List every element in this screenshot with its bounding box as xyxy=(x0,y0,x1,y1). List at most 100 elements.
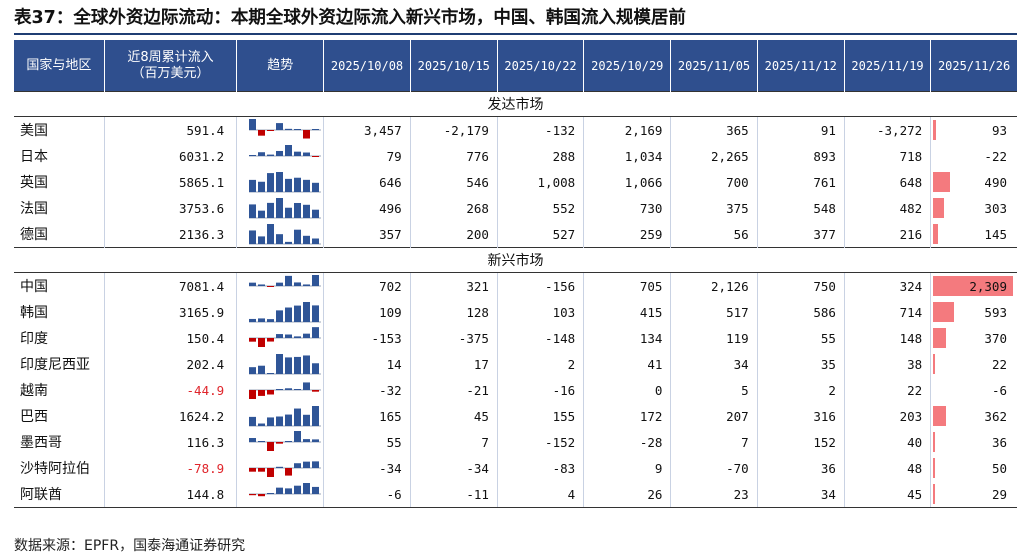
sparkline-bar xyxy=(294,336,302,338)
sparkline-bar xyxy=(258,494,266,497)
latest-week-cell: 2,309 xyxy=(931,273,1017,300)
sparkline-bar xyxy=(267,338,275,342)
region-name: 日本 xyxy=(14,143,105,169)
sparkline-bar xyxy=(276,354,284,374)
sparkline-bar xyxy=(312,156,320,157)
weekly-flow-value: 203 xyxy=(844,403,932,429)
sparkline-bar xyxy=(267,442,275,451)
sparkline-bar xyxy=(312,238,320,244)
trend-sparkline xyxy=(249,302,322,323)
table-row: 日本 6031.2 79 776 288 1,034 2,265 893 718 -22 xyxy=(14,143,1017,169)
weekly-flow-value: 34 xyxy=(757,481,845,508)
region-name: 沙特阿拉伯 xyxy=(14,455,105,481)
weekly-flow-value: 55 xyxy=(757,325,845,351)
weekly-flow-value: 3,457 xyxy=(323,116,411,143)
trend-sparkline-cell xyxy=(236,325,325,351)
latest-week-data-bar xyxy=(933,224,939,244)
sparkline-bar xyxy=(303,284,311,286)
cumulative-inflow: -78.9 xyxy=(104,455,238,481)
sparkline-bar xyxy=(276,282,284,286)
table-row: 德国 2136.3 357 200 527 259 56 377 216 145 xyxy=(14,221,1017,248)
latest-week-value: 303 xyxy=(984,200,1007,216)
sparkline-bar xyxy=(276,442,284,444)
trend-sparkline xyxy=(249,327,322,347)
sparkline-bar xyxy=(285,145,293,156)
sparkline-bar xyxy=(294,389,302,390)
region-name: 英国 xyxy=(14,169,105,195)
sparkline-bar xyxy=(303,152,311,156)
table-row: 墨西哥 116.3 55 7 -152 -28 7 152 40 36 xyxy=(14,429,1017,455)
sparkline-bar xyxy=(267,468,275,477)
section-header-row: 新兴市场 xyxy=(14,247,1017,273)
table-row: 韩国 3165.9 109 128 103 415 517 586 714 593 xyxy=(14,299,1017,325)
latest-week-value: 50 xyxy=(991,460,1007,476)
weekly-flow-value: 5 xyxy=(670,377,758,403)
latest-week-data-bar xyxy=(933,302,954,322)
sparkline-bar xyxy=(303,461,311,468)
weekly-flow-value: -152 xyxy=(497,429,585,455)
trend-sparkline xyxy=(249,172,322,193)
trend-sparkline xyxy=(249,382,322,399)
header-trend: 趋势 xyxy=(236,40,325,92)
latest-week-cell: 36 xyxy=(931,429,1017,455)
sparkline-bar xyxy=(276,123,284,130)
table-row: 英国 5865.1 646 546 1,008 1,066 700 761 648 490 xyxy=(14,169,1017,195)
sparkline-bar xyxy=(267,173,275,192)
header-cumulative-line1: 近8周累计流入 xyxy=(127,49,214,65)
weekly-flow-value: 7 xyxy=(410,429,498,455)
sparkline-bar xyxy=(303,179,311,192)
sparkline-bar xyxy=(285,334,293,338)
data-source-note: 数据来源：EPFR，国泰海通证券研究 xyxy=(14,538,246,554)
latest-week-cell: 145 xyxy=(931,221,1017,248)
cumulative-inflow: 144.8 xyxy=(104,481,238,508)
sparkline-bar xyxy=(285,357,293,374)
sparkline-bar xyxy=(285,488,293,494)
latest-week-value: 2,309 xyxy=(969,278,1007,294)
latest-week-cell: 362 xyxy=(931,403,1017,429)
weekly-flow-value: -11 xyxy=(410,481,498,508)
sparkline-bar xyxy=(258,423,266,426)
trend-sparkline-cell xyxy=(236,351,325,377)
sparkline-bar xyxy=(258,130,266,136)
weekly-flow-value: 34 xyxy=(670,351,758,377)
weekly-flow-value: 268 xyxy=(410,195,498,221)
sparkline-bar xyxy=(303,333,311,338)
sparkline-bar xyxy=(285,441,293,442)
latest-week-value: 22 xyxy=(991,356,1007,372)
weekly-flow-value: 14 xyxy=(323,351,411,377)
sparkline-bar xyxy=(249,494,257,496)
table-row: 法国 3753.6 496 268 552 730 375 548 482 303 xyxy=(14,195,1017,221)
weekly-flow-value: -28 xyxy=(583,429,672,455)
weekly-flow-value: 2 xyxy=(757,377,845,403)
sparkline-bar xyxy=(285,468,293,476)
weekly-flow-value: 40 xyxy=(844,429,932,455)
sparkline-bar xyxy=(249,438,257,442)
latest-week-value: 362 xyxy=(984,408,1007,424)
latest-week-data-bar xyxy=(933,172,951,192)
sparkline-bar xyxy=(285,388,293,390)
sparkline-bar xyxy=(312,327,320,338)
sparkline-bar xyxy=(276,234,284,244)
fund-flow-table: 国家与地区 近8周累计流入 （百万美元） 趋势 2025/10/08 2025/… xyxy=(14,40,1017,508)
latest-week-data-bar xyxy=(933,458,936,478)
weekly-flow-value: 35 xyxy=(757,351,845,377)
weekly-flow-value: 482 xyxy=(844,195,932,221)
weekly-flow-value: -6 xyxy=(323,481,411,508)
latest-week-cell: 93 xyxy=(931,117,1017,144)
sparkline-bar xyxy=(285,128,293,130)
table-row: 阿联酋 144.8 -6 -11 4 26 23 34 45 29 xyxy=(14,481,1017,508)
sparkline-bar xyxy=(267,319,275,322)
weekly-flow-value: -16 xyxy=(497,377,585,403)
latest-week-data-bar xyxy=(933,432,936,452)
weekly-flow-value: 45 xyxy=(844,481,932,508)
weekly-flow-value: 546 xyxy=(410,169,498,195)
sparkline-bar xyxy=(276,198,284,218)
weekly-flow-value: 23 xyxy=(670,481,758,508)
sparkline-bar xyxy=(258,152,266,156)
weekly-flow-value: 702 xyxy=(323,272,411,299)
weekly-flow-value: 288 xyxy=(497,143,585,169)
weekly-flow-value: 200 xyxy=(410,221,498,248)
table-row: 沙特阿拉伯 -78.9 -34 -34 -83 9 -70 36 48 50 xyxy=(14,455,1017,481)
sparkline-bar xyxy=(312,406,320,426)
sparkline-bar xyxy=(285,414,293,426)
